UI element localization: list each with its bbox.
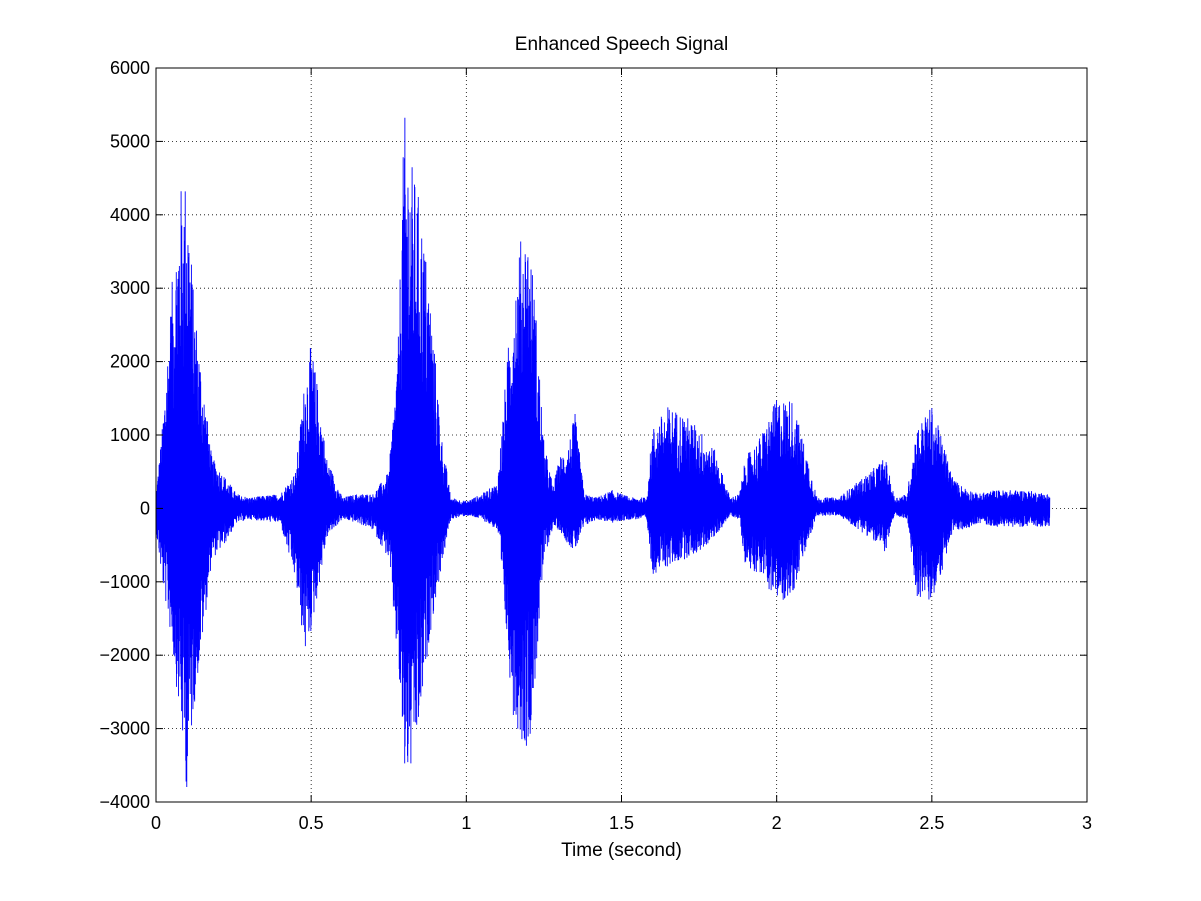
y-tick-label: 4000 (110, 205, 150, 225)
x-tick-label: 3 (1082, 813, 1092, 833)
y-tick-label: 1000 (110, 425, 150, 445)
x-tick-label: 0.5 (299, 813, 324, 833)
chart-title: Enhanced Speech Signal (515, 34, 728, 55)
y-tick-label: −4000 (99, 792, 150, 812)
y-tick-label: −2000 (99, 645, 150, 665)
y-tick-label: 0 (140, 498, 150, 518)
tick-marks (155, 67, 1088, 803)
y-tick-label: −1000 (99, 572, 150, 592)
x-tick-label: 1.5 (609, 813, 634, 833)
x-tick-label: 2.5 (919, 813, 944, 833)
waveform-line (155, 117, 1051, 788)
y-tick-labels: −4000 −3000 −2000 −1000 0 1000 2000 3000 4000 500… (99, 58, 150, 812)
y-tick-label: 2000 (110, 352, 150, 372)
y-tick-label: 3000 (110, 278, 150, 298)
x-axis-label: Time (second) (561, 840, 682, 861)
x-tick-label: 0 (151, 813, 161, 833)
y-tick-label: 5000 (110, 131, 150, 151)
waveform-series (155, 117, 1051, 788)
x-tick-labels: 0 0.5 1 1.5 2 2.5 3 (151, 813, 1092, 833)
x-tick-label: 2 (772, 813, 782, 833)
y-tick-label: 6000 (110, 58, 150, 78)
x-tick-label: 1 (461, 813, 471, 833)
y-tick-label: −3000 (99, 719, 150, 739)
